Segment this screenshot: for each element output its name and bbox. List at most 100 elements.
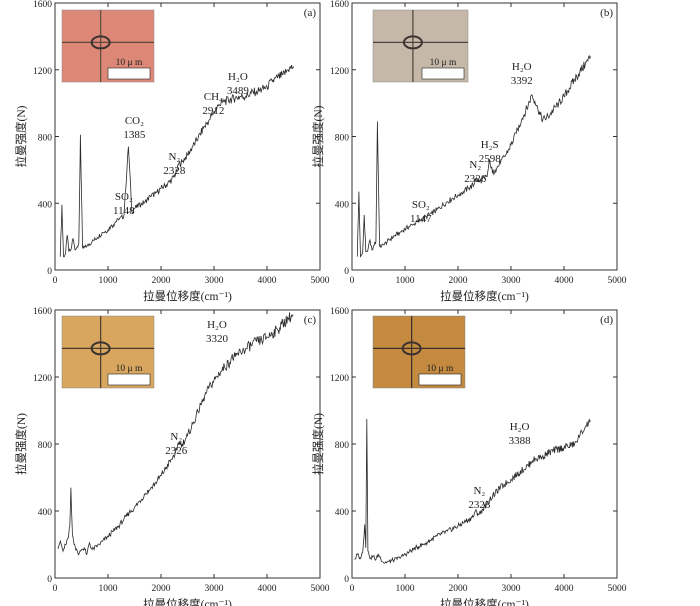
x-tick-label: 1000	[99, 276, 118, 286]
panel-d: 0 1000 2000 3000 4000 5000 0 400 800 1200 1600 拉曼位移…	[311, 307, 627, 606]
scale-bar-label: 10 μ m	[430, 58, 457, 68]
peak-wavenumber-label: 3388	[509, 435, 532, 447]
panel-label: (c)	[304, 314, 317, 326]
y-tick-label: 1200	[33, 374, 52, 384]
peak-species-label: CH₄	[204, 91, 223, 103]
fluid-inclusion-shape	[401, 341, 422, 356]
peak-wavenumber-label: 2598	[479, 153, 502, 165]
fluid-inclusion-shape	[402, 35, 423, 50]
x-tick-label: 2000	[449, 584, 468, 594]
y-tick-label: 1600	[33, 0, 52, 10]
panel-a: 0 1000 2000 3000 4000 5000 0 400 800 1200 1600 拉曼位移…	[14, 0, 330, 303]
x-axis-label: 拉曼位移度(cm⁻¹)	[440, 597, 529, 606]
x-tick-label: 1000	[99, 584, 118, 594]
raman-spectrum-line	[356, 54, 591, 258]
x-tick-label: 0	[350, 584, 355, 594]
y-tick-label: 0	[344, 575, 349, 585]
peak-species-label: N₂	[469, 159, 481, 171]
inclusion-micrograph-inset: 10 μ m	[372, 9, 469, 83]
x-tick-label: 0	[53, 276, 58, 286]
x-tick-label: 3000	[205, 276, 224, 286]
y-tick-label: 1600	[33, 307, 52, 317]
y-tick-label: 1600	[330, 0, 349, 10]
y-tick-label: 1200	[33, 67, 52, 77]
x-tick-label: 3000	[502, 276, 521, 286]
y-tick-label: 0	[344, 267, 349, 277]
y-axis-label: 拉曼强度(N)	[14, 105, 28, 167]
panel-label: (a)	[304, 7, 317, 19]
peak-species-label: H₂O	[510, 421, 530, 433]
panel-label: (b)	[600, 7, 613, 19]
x-tick-label: 4000	[555, 276, 574, 286]
x-tick-label: 1000	[396, 276, 415, 286]
x-tick-label: 2000	[152, 276, 171, 286]
scale-bar	[107, 67, 151, 80]
x-tick-label: 3000	[205, 584, 224, 594]
x-tick-label: 5000	[311, 276, 330, 286]
x-tick-label: 3000	[502, 584, 521, 594]
y-tick-label: 0	[47, 575, 52, 585]
x-tick-label: 5000	[608, 584, 627, 594]
y-tick-label: 400	[335, 508, 350, 518]
peak-species-label: H₂O	[512, 61, 532, 73]
scale-bar-label: 10 μ m	[116, 364, 143, 374]
peak-species-label: CO₂	[125, 115, 144, 127]
peak-wavenumber-label: 3392	[511, 75, 533, 87]
y-tick-label: 800	[335, 134, 350, 144]
inclusion-micrograph-inset: 10 μ m	[61, 315, 155, 389]
x-axis-label: 拉曼位移度(cm⁻¹)	[143, 289, 232, 303]
peak-species-label: H₂S	[481, 139, 499, 151]
peak-species-label: SO₂	[412, 199, 430, 211]
inclusion-micrograph-inset: 10 μ m	[61, 9, 155, 83]
y-tick-label: 800	[38, 134, 53, 144]
x-axis-label: 拉曼位移度(cm⁻¹)	[440, 289, 529, 303]
peak-wavenumber-label: 2326	[464, 173, 487, 185]
raman-spectrum-line	[59, 64, 294, 258]
peak-wavenumber-label: 1147	[410, 213, 432, 225]
peak-wavenumber-label: 1148	[113, 205, 135, 217]
panel-b: 0 1000 2000 3000 4000 5000 0 400 800 1200 1600 拉曼位移…	[311, 0, 627, 303]
x-tick-label: 0	[350, 276, 355, 286]
fluid-inclusion-shape	[90, 35, 111, 50]
scale-bar	[418, 373, 462, 386]
x-tick-label: 5000	[608, 276, 627, 286]
y-tick-label: 0	[47, 267, 52, 277]
scale-bar-label: 10 μ m	[427, 364, 454, 374]
y-tick-label: 400	[335, 200, 350, 210]
x-tick-label: 5000	[311, 584, 330, 594]
x-axis-label: 拉曼位移度(cm⁻¹)	[143, 597, 232, 606]
peak-wavenumber-label: 3320	[206, 333, 229, 345]
peak-wavenumber-label: 1385	[123, 129, 146, 141]
scale-bar	[421, 67, 465, 80]
y-tick-label: 1600	[330, 307, 349, 317]
raman-spectrum-line	[354, 418, 591, 565]
y-tick-label: 1200	[330, 67, 349, 77]
inclusion-micrograph-inset: 10 μ m	[372, 315, 466, 389]
panel-c: 0 1000 2000 3000 4000 5000 0 400 800 1200 1600 拉曼位移…	[14, 307, 330, 606]
peak-wavenumber-label: 2328	[468, 499, 491, 511]
y-tick-label: 1200	[330, 374, 349, 384]
peak-wavenumber-label: 3489	[227, 85, 250, 97]
peak-species-label: H₂O	[207, 319, 227, 331]
peak-species-label: H₂O	[228, 71, 248, 83]
peak-species-label: N₂	[168, 151, 180, 163]
fluid-inclusion-shape	[90, 341, 111, 356]
scale-bar-label: 10 μ m	[116, 58, 143, 68]
peak-wavenumber-label: 2328	[163, 165, 186, 177]
peak-wavenumber-label: 2912	[202, 105, 224, 117]
y-axis-label: 拉曼强度(N)	[14, 413, 28, 475]
x-tick-label: 1000	[396, 584, 415, 594]
peak-species-label: N₂	[473, 485, 485, 497]
x-tick-label: 0	[53, 584, 58, 594]
x-tick-label: 4000	[258, 584, 277, 594]
peak-species-label: SO₂	[115, 191, 133, 203]
peak-wavenumber-label: 2326	[165, 445, 188, 457]
panel-label: (d)	[600, 314, 613, 326]
x-tick-label: 2000	[449, 276, 468, 286]
y-tick-label: 400	[38, 508, 53, 518]
x-tick-label: 2000	[152, 584, 171, 594]
y-tick-label: 800	[38, 441, 53, 451]
y-axis-label: 拉曼强度(N)	[311, 105, 325, 167]
raman-spectrum-line	[57, 312, 294, 556]
scale-bar	[107, 373, 151, 386]
